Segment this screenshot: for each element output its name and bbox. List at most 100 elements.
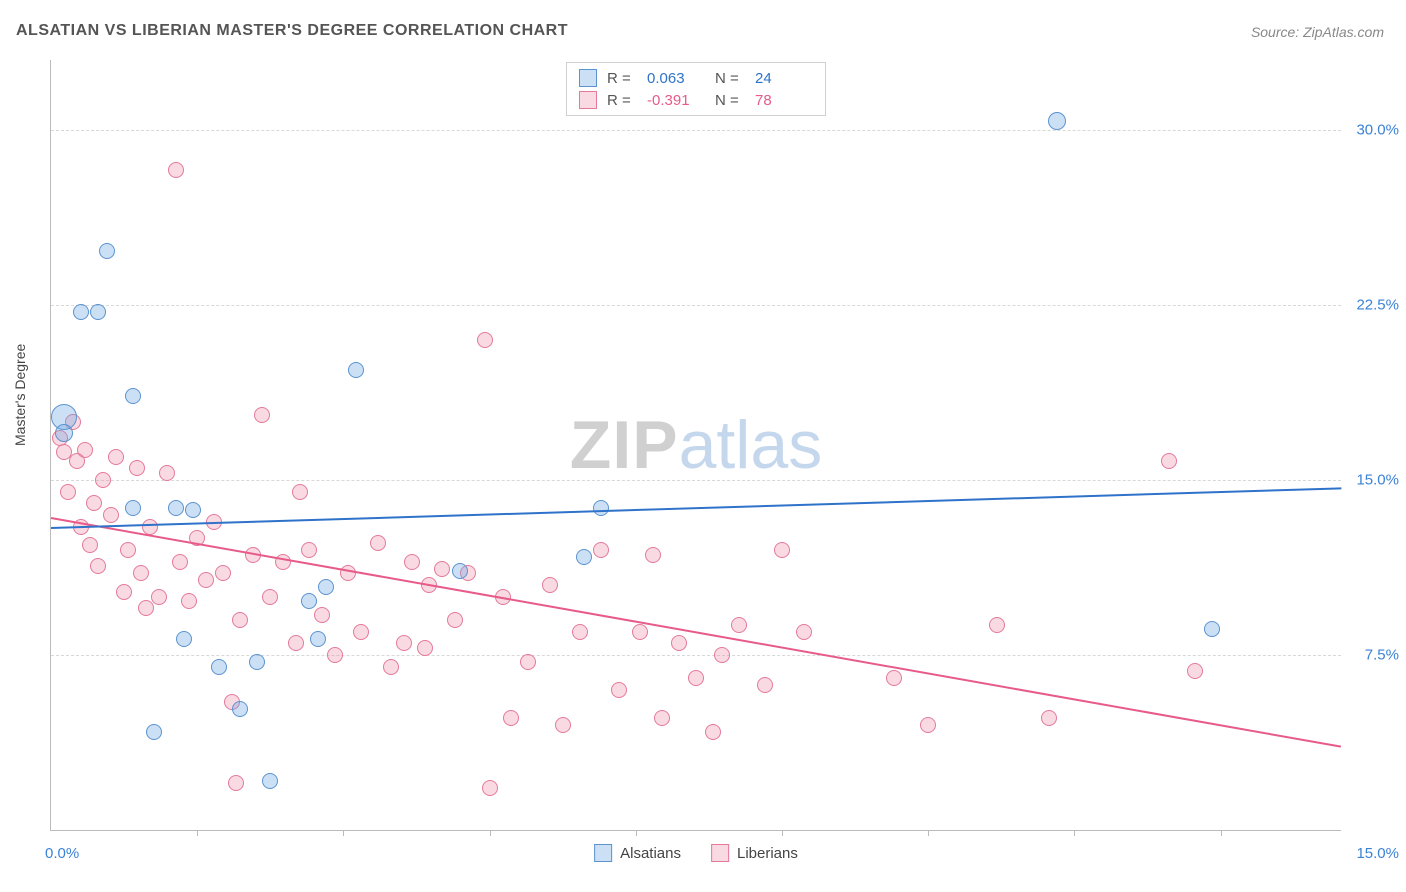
- data-point: [176, 631, 192, 647]
- data-point: [262, 589, 278, 605]
- data-point: [310, 631, 326, 647]
- plot-area: ZIPatlas R = 0.063 N = 24 R = -0.391 N =…: [50, 60, 1341, 831]
- data-point: [99, 243, 115, 259]
- data-point: [705, 724, 721, 740]
- data-point: [327, 647, 343, 663]
- data-point: [417, 640, 433, 656]
- data-point: [503, 710, 519, 726]
- x-axis-label-left: 0.0%: [45, 845, 79, 862]
- x-tick: [1221, 830, 1222, 836]
- data-point: [654, 710, 670, 726]
- gridline: [51, 655, 1341, 656]
- data-point: [232, 701, 248, 717]
- data-point: [1041, 710, 1057, 726]
- data-point: [288, 635, 304, 651]
- data-point: [142, 519, 158, 535]
- data-point: [159, 465, 175, 481]
- x-tick: [197, 830, 198, 836]
- data-point: [671, 635, 687, 651]
- data-point: [249, 654, 265, 670]
- data-point: [86, 495, 102, 511]
- data-point: [215, 565, 231, 581]
- data-point: [185, 502, 201, 518]
- legend-n-label: N =: [715, 70, 745, 87]
- data-point: [886, 670, 902, 686]
- chart-container: ALSATIAN VS LIBERIAN MASTER'S DEGREE COR…: [0, 0, 1406, 892]
- legend-swatch-liberians: [579, 91, 597, 109]
- data-point: [108, 449, 124, 465]
- data-point: [116, 584, 132, 600]
- data-point: [292, 484, 308, 500]
- data-point: [125, 500, 141, 516]
- x-tick: [490, 830, 491, 836]
- data-point: [73, 304, 89, 320]
- legend-label-liberians: Liberians: [737, 845, 798, 862]
- data-point: [555, 717, 571, 733]
- data-point: [129, 460, 145, 476]
- data-point: [383, 659, 399, 675]
- data-point: [404, 554, 420, 570]
- data-point: [55, 424, 73, 442]
- x-tick: [782, 830, 783, 836]
- data-point: [757, 677, 773, 693]
- data-point: [133, 565, 149, 581]
- data-point: [77, 442, 93, 458]
- gridline: [51, 480, 1341, 481]
- data-point: [572, 624, 588, 640]
- data-point: [275, 554, 291, 570]
- data-point: [611, 682, 627, 698]
- data-point: [90, 558, 106, 574]
- data-point: [593, 500, 609, 516]
- data-point: [125, 388, 141, 404]
- watermark: ZIPatlas: [570, 406, 822, 484]
- data-point: [645, 547, 661, 563]
- y-tick-label: 7.5%: [1347, 647, 1399, 664]
- legend-stats: R = 0.063 N = 24 R = -0.391 N = 78: [566, 62, 826, 116]
- data-point: [60, 484, 76, 500]
- legend-swatch-alsatians-2: [594, 844, 612, 862]
- data-point: [989, 617, 1005, 633]
- data-point: [796, 624, 812, 640]
- data-point: [714, 647, 730, 663]
- data-point: [396, 635, 412, 651]
- legend-swatch-liberians-2: [711, 844, 729, 862]
- data-point: [348, 362, 364, 378]
- trend-line: [51, 487, 1341, 529]
- data-point: [151, 589, 167, 605]
- data-point: [1048, 112, 1066, 130]
- data-point: [262, 773, 278, 789]
- data-point: [232, 612, 248, 628]
- x-tick: [928, 830, 929, 836]
- y-tick-label: 22.5%: [1347, 297, 1399, 314]
- data-point: [95, 472, 111, 488]
- legend-r-label: R =: [607, 70, 637, 87]
- data-point: [447, 612, 463, 628]
- legend-label-alsatians: Alsatians: [620, 845, 681, 862]
- y-axis-title: Master's Degree: [12, 344, 28, 446]
- legend-r-value-alsatians: 0.063: [647, 70, 705, 87]
- x-tick: [1074, 830, 1075, 836]
- legend-n-value-liberians: 78: [755, 92, 813, 109]
- data-point: [228, 775, 244, 791]
- legend-n-value-alsatians: 24: [755, 70, 813, 87]
- gridline: [51, 130, 1341, 131]
- data-point: [168, 500, 184, 516]
- data-point: [353, 624, 369, 640]
- data-point: [542, 577, 558, 593]
- data-point: [1204, 621, 1220, 637]
- data-point: [181, 593, 197, 609]
- data-point: [314, 607, 330, 623]
- data-point: [1187, 663, 1203, 679]
- data-point: [90, 304, 106, 320]
- y-tick-label: 15.0%: [1347, 472, 1399, 489]
- legend-item-alsatians: Alsatians: [594, 844, 681, 862]
- data-point: [482, 780, 498, 796]
- data-point: [211, 659, 227, 675]
- data-point: [168, 162, 184, 178]
- x-tick: [636, 830, 637, 836]
- legend-series: Alsatians Liberians: [594, 844, 798, 862]
- data-point: [774, 542, 790, 558]
- data-point: [318, 579, 334, 595]
- data-point: [198, 572, 214, 588]
- data-point: [172, 554, 188, 570]
